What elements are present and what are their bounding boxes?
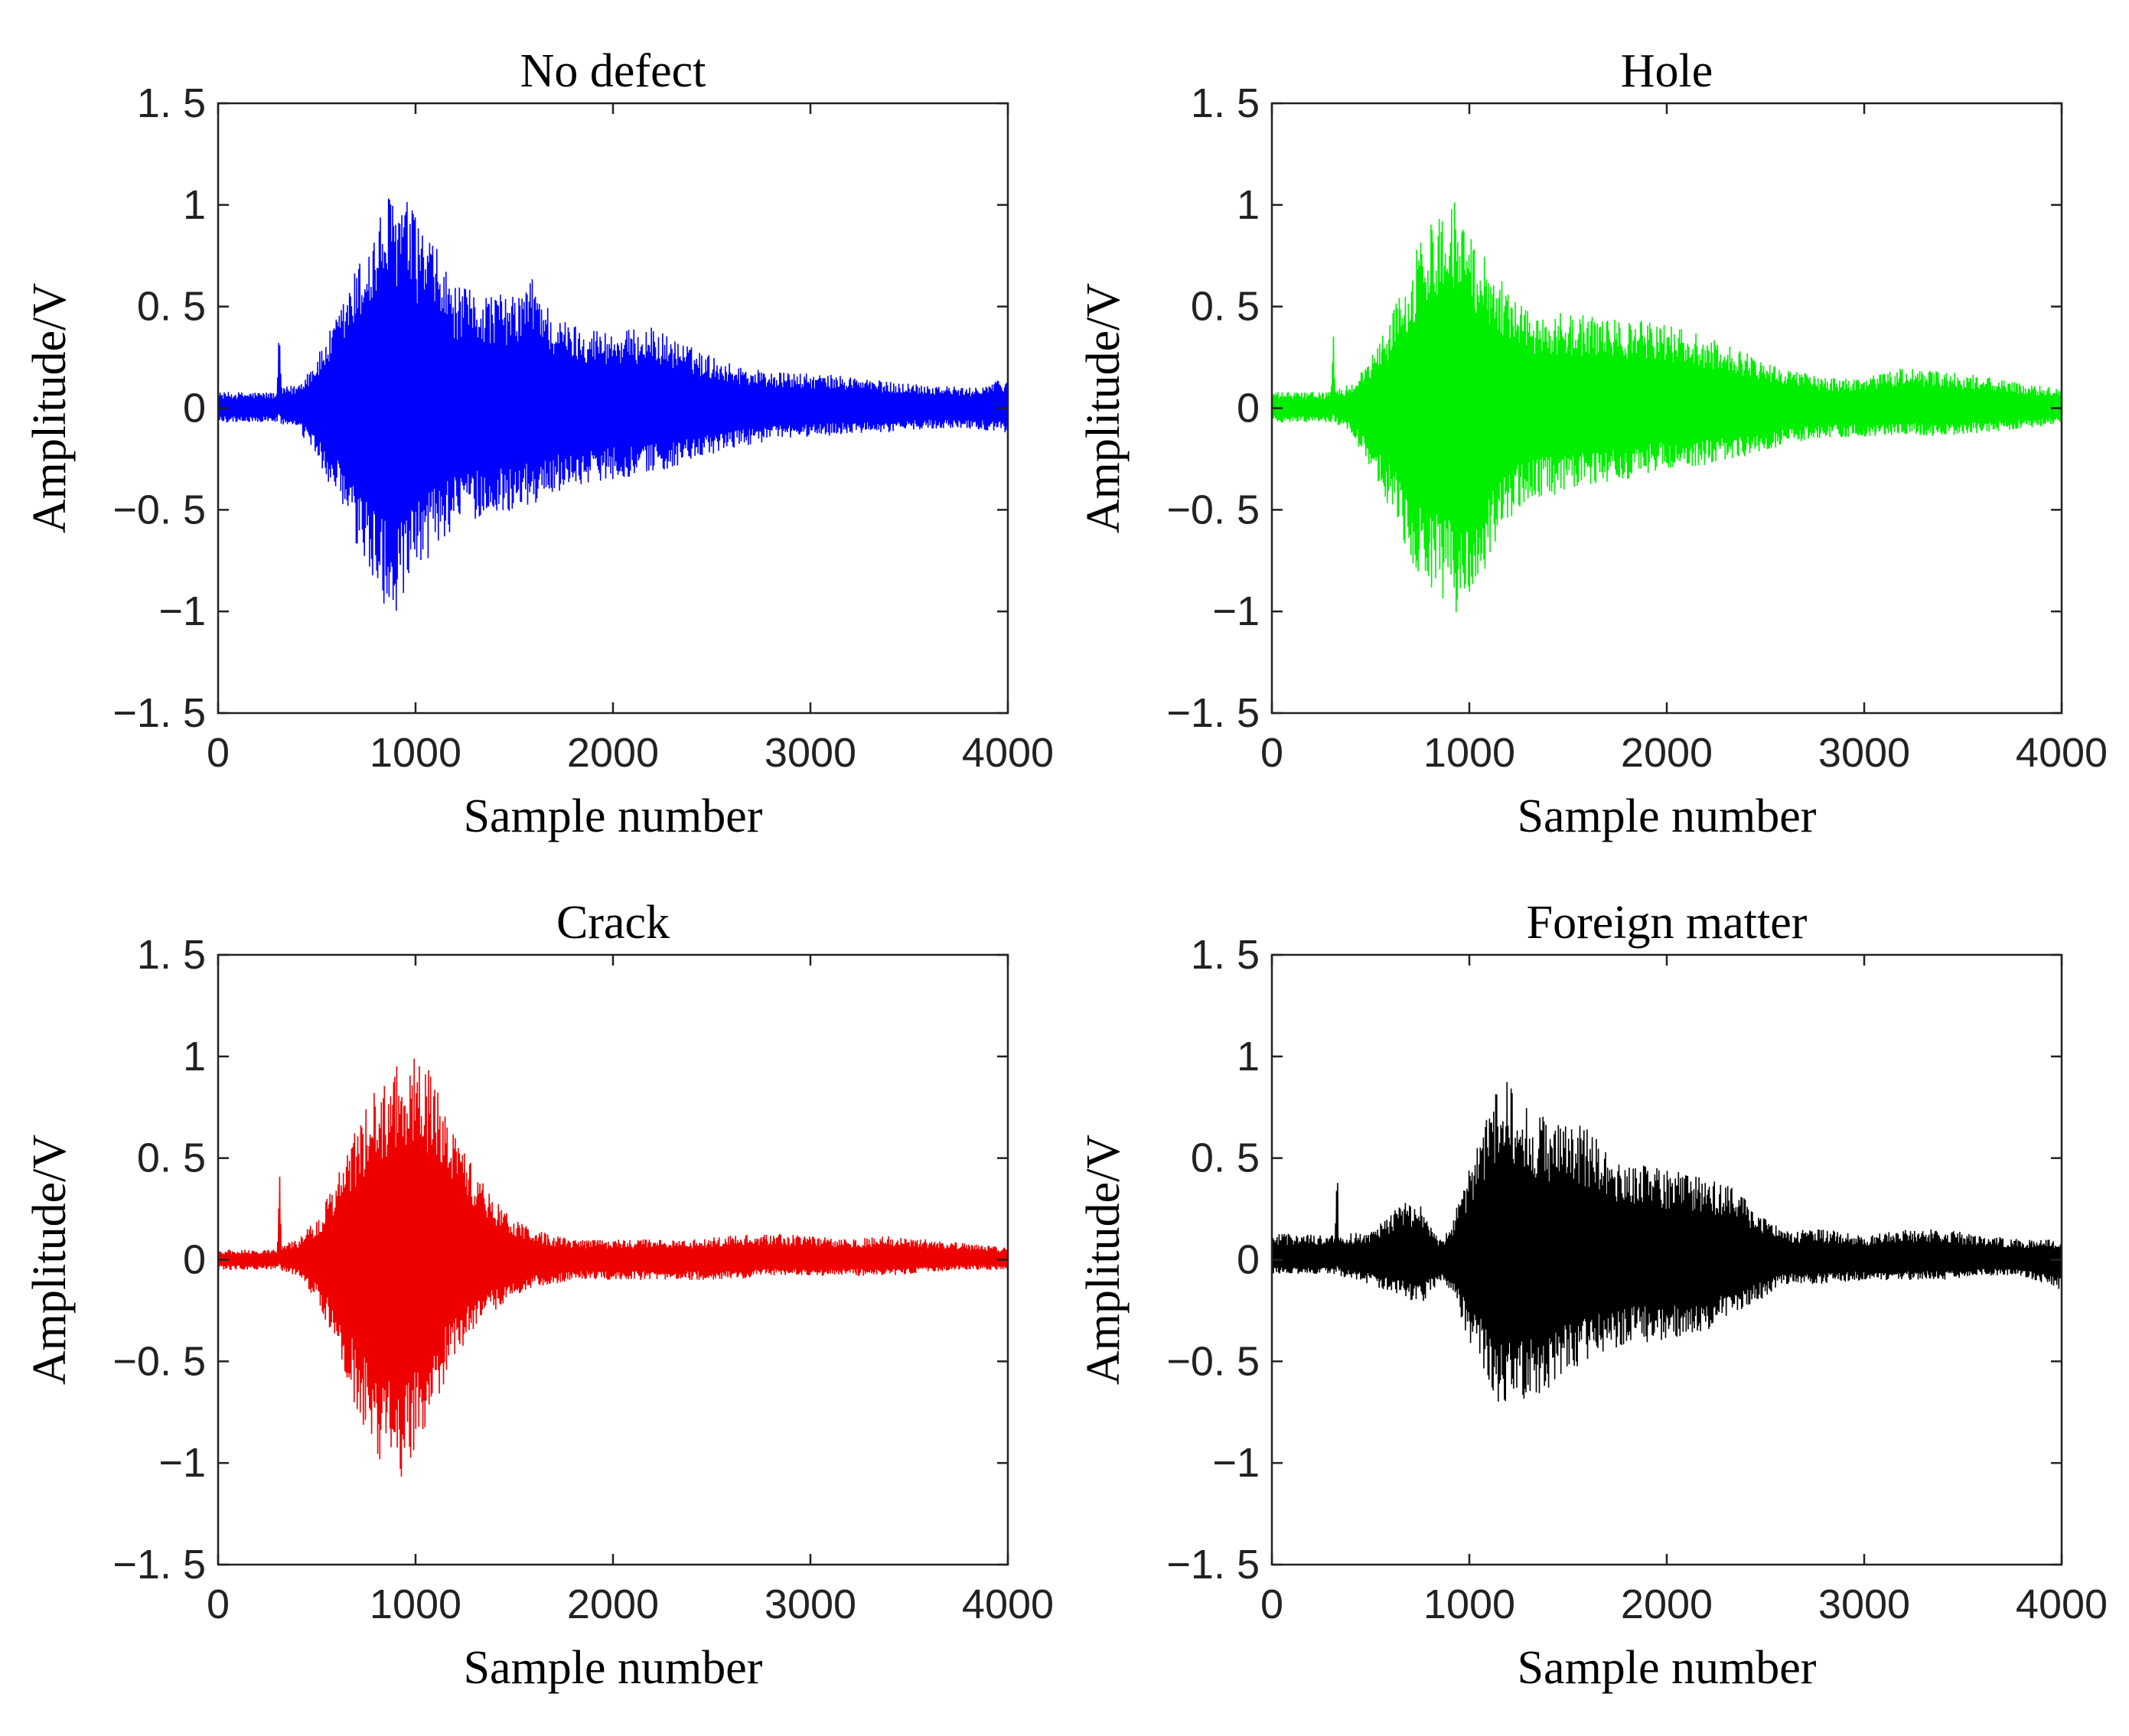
y-axis-label: Amplitude/V [24,283,76,533]
y-axis-label: Amplitude/V [1078,1135,1130,1385]
ytick-label: 0. 5 [137,284,206,330]
ytick-label: 0 [1237,386,1260,432]
ytick-label: −1. 5 [112,690,206,736]
xtick-label: 2000 [567,730,659,776]
ytick-label: −0. 5 [1166,1338,1260,1384]
ytick-label: −1 [1212,1440,1260,1486]
ytick-label: 0 [1237,1237,1260,1283]
chart-title: No defect [520,45,706,97]
xtick-label: 4000 [2016,1581,2108,1627]
ytick-label: 1. 5 [137,80,206,126]
x-axis-label: Sample number [464,1642,763,1694]
ytick-label: −1. 5 [1166,690,1260,736]
y-axis-label: Amplitude/V [1078,283,1130,533]
subplot-1: 1. 510. 50−0. 5−1−1. 50 1000 2000 3000 4000H… [1078,45,2108,842]
xtick-label: 3000 [765,730,856,776]
xtick-label: 0 [1260,1581,1283,1627]
xtick-label: 4000 [962,1581,1054,1627]
xtick-label: 1000 [370,730,461,776]
x-axis-label: Sample number [1518,790,1817,842]
xtick-label: 4000 [2016,730,2108,776]
ytick-label: −1 [158,1440,206,1486]
signal-trace-1 [1272,202,2062,613]
xtick-label: 2000 [1621,1581,1713,1627]
xtick-label: 1000 [1423,1581,1515,1627]
ytick-label: −1 [1212,588,1260,634]
chart-title: Foreign matter [1527,897,1808,949]
xtick-label: 3000 [1818,730,1910,776]
xtick-label: 0 [1260,730,1283,776]
ytick-label: 0. 5 [1191,284,1260,330]
xtick-label: 0 [207,730,230,776]
ytick-label: 1 [183,182,206,228]
xtick-label: 4000 [962,730,1054,776]
y-axis-label: Amplitude/V [24,1135,76,1385]
ytick-label: 0. 5 [137,1135,206,1181]
ytick-label: 1. 5 [137,932,206,978]
ytick-label: 0 [183,1237,206,1283]
subplot-0: 1. 510. 50−0. 5−1−1. 50 1000 2000 3000 4000N… [24,45,1054,842]
ytick-label: −0. 5 [1166,487,1260,533]
ytick-label: −0. 5 [112,1338,206,1384]
xtick-label: 3000 [765,1581,856,1627]
xtick-label: 0 [207,1581,230,1627]
ytick-label: 1 [1237,1034,1260,1080]
ytick-label: 0. 5 [1191,1135,1260,1181]
chart-title: Crack [556,897,670,949]
ytick-label: 1. 5 [1191,932,1260,978]
xtick-label: 2000 [567,1581,659,1627]
chart-title: Hole [1621,45,1713,97]
ytick-label: 1 [1237,182,1260,228]
ytick-label: 0 [183,386,206,432]
xtick-label: 1000 [370,1581,461,1627]
signal-trace-2 [218,1058,1008,1477]
ytick-label: −0. 5 [112,487,206,533]
xtick-label: 2000 [1621,730,1713,776]
ytick-label: −1 [158,588,206,634]
signal-trace-0 [218,198,1008,611]
ytick-label: −1. 5 [112,1542,206,1588]
signal-trace-3 [1272,1082,2062,1402]
ytick-label: 1 [183,1034,206,1080]
ytick-label: −1. 5 [1166,1542,1260,1588]
subplot-3: 1. 510. 50−0. 5−1−1. 50 1000 2000 3000 4000F… [1078,897,2108,1694]
ytick-label: 1. 5 [1191,80,1260,126]
x-axis-label: Sample number [1518,1642,1817,1694]
x-axis-label: Sample number [464,790,763,842]
xtick-label: 3000 [1818,1581,1910,1627]
xtick-label: 1000 [1423,730,1515,776]
subplot-2: 1. 510. 50−0. 5−1−1. 50 1000 2000 3000 4000C… [24,897,1054,1694]
